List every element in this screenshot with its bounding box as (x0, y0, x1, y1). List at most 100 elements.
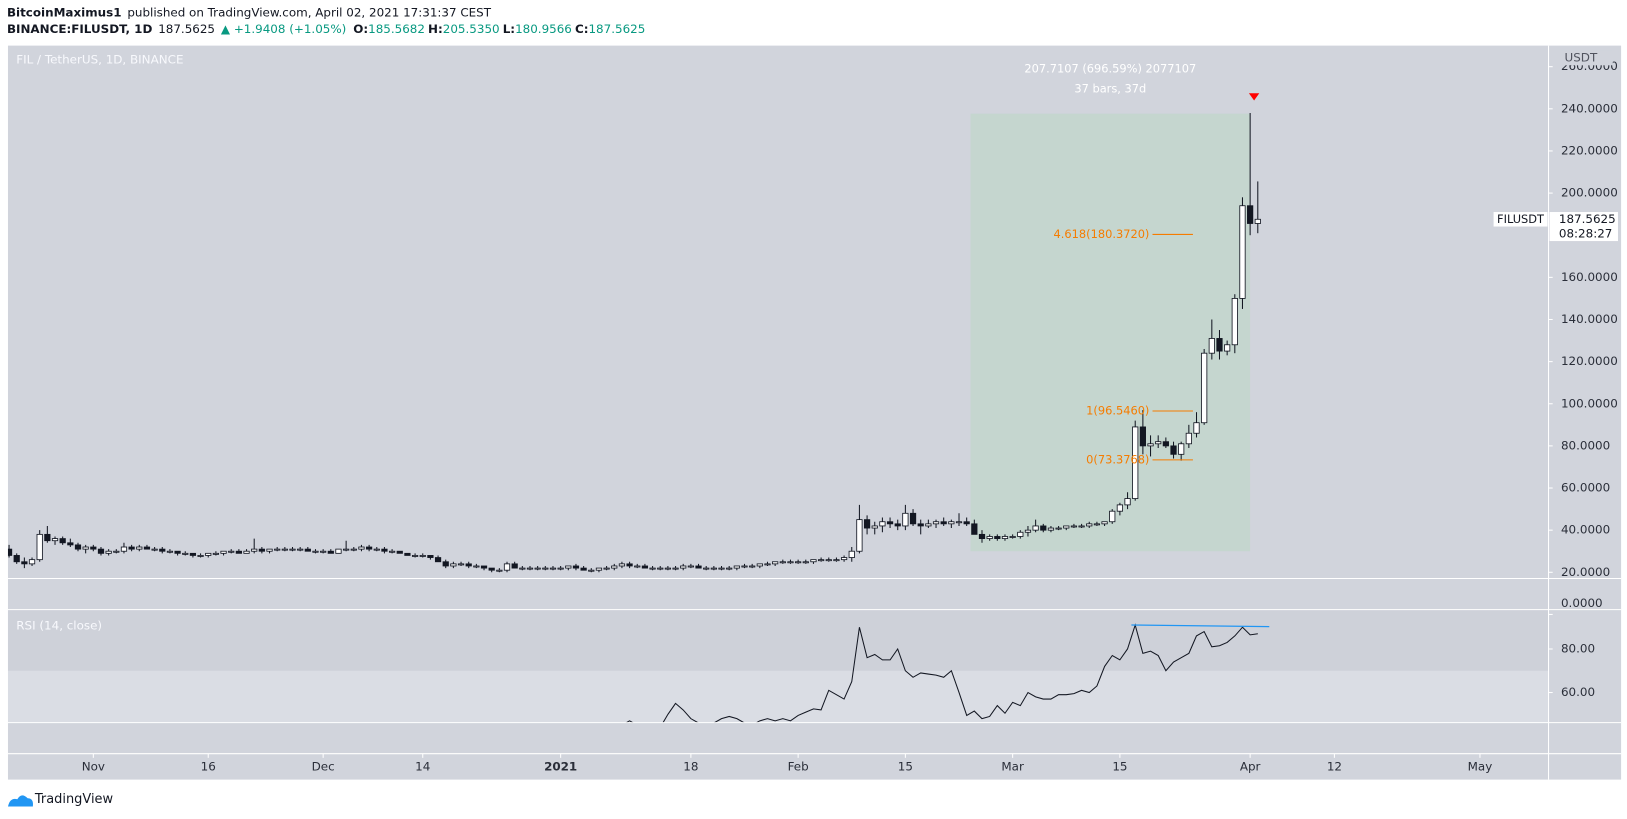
candle-body (480, 565, 488, 569)
y-tick-label: 140.0000 (1561, 312, 1618, 326)
candle-body (557, 567, 564, 570)
candle-body (565, 565, 572, 569)
candle-body (51, 538, 59, 542)
candle-body (549, 567, 557, 570)
candle-body (618, 563, 626, 567)
candle-body (649, 567, 656, 570)
candle-body (136, 546, 143, 550)
candle-body (105, 550, 112, 554)
close: 187.5625 (158, 22, 215, 36)
candle-body (289, 548, 296, 551)
candle-body (496, 569, 503, 572)
x-tick-label: 14 (415, 760, 430, 774)
candle-body (120, 546, 128, 552)
candle-body (473, 565, 480, 568)
ohlc-value: 180.9566 (515, 22, 572, 36)
candle-body (971, 523, 978, 535)
candle-body (1231, 298, 1238, 346)
fib-label: 4.618(180.3720) (1054, 227, 1150, 241)
candle-body (113, 550, 120, 553)
candle-body (802, 561, 809, 564)
candle-body (381, 548, 388, 552)
candle-body (159, 548, 166, 552)
x-tick-label: 12 (1327, 760, 1342, 774)
candle-body (36, 533, 43, 561)
x-tick-label: Nov (82, 760, 105, 774)
ohlc-value: 205.5350 (443, 22, 500, 36)
candle-body (327, 550, 334, 554)
measure-box (970, 113, 1251, 552)
fib-label: 1(96.5460) (1086, 404, 1149, 418)
candle-body (335, 548, 342, 554)
footer-logo: TradingView (7, 792, 114, 807)
candle-body (626, 563, 633, 567)
candle-body (274, 548, 281, 551)
y-tick-label: 80.0000 (1561, 438, 1610, 452)
rsi-line (625, 623, 1258, 723)
price-tag-symbol: FILUSDT (1497, 212, 1544, 226)
y-tick-label: 220.0000 (1561, 143, 1618, 157)
candle-body (13, 555, 20, 563)
candle-body (1093, 523, 1101, 526)
symbol: BINANCE:FILUSDT, 1D (7, 22, 153, 36)
y-tick-label: 160.0000 (1561, 270, 1618, 284)
candle-body (1001, 536, 1009, 540)
candle-body (1147, 443, 1154, 447)
candle-body (1078, 525, 1085, 528)
candle-body (886, 521, 894, 525)
x-tick-label: 15 (1112, 760, 1127, 774)
candle-body (205, 552, 212, 556)
candle-body (197, 555, 204, 557)
candle-body (1017, 531, 1024, 537)
candle-body (863, 519, 871, 529)
fib-label: 0(73.3768) (1086, 452, 1149, 466)
candle-body (1055, 527, 1062, 530)
candle-body (251, 548, 258, 552)
header-line-2: BINANCE:FILUSDT, 1D 187.5625 ▲ +1.9408 (… (7, 22, 645, 36)
x-tick-label: 2021 (544, 760, 577, 774)
price-tag-symbol-bg (1493, 212, 1548, 227)
candle-body (1254, 218, 1261, 224)
ohlc-value: 185.5682 (368, 22, 425, 36)
candle-body (940, 521, 947, 525)
candle-body (710, 567, 717, 570)
candle-body (388, 550, 396, 553)
candle-body (1170, 445, 1177, 455)
candle-body (358, 546, 365, 550)
candle-body (534, 567, 541, 570)
candle-body (856, 519, 863, 552)
candle-body (1116, 504, 1124, 512)
candle-body (1109, 510, 1116, 523)
candle-body (235, 550, 242, 554)
candle-body (143, 546, 151, 550)
candle-body (1040, 525, 1047, 531)
candle-body (978, 533, 986, 540)
x-tick-label: Mar (1001, 760, 1024, 774)
candle-body (756, 563, 763, 567)
candle-body (948, 521, 955, 525)
candle-body (595, 567, 603, 571)
candle-body (1178, 443, 1185, 455)
candle-body (542, 567, 549, 570)
candle-body (687, 565, 694, 568)
candle-body (1193, 422, 1200, 434)
candle-body (1208, 338, 1215, 354)
y-tick-label: 60.0000 (1561, 481, 1610, 495)
candle-body (986, 536, 993, 540)
price-tag-price: 187.5625 (1559, 212, 1616, 226)
candle-body (1101, 521, 1108, 525)
candle-body (917, 523, 924, 527)
candle-body (894, 523, 901, 527)
candle-body (404, 552, 411, 556)
x-tick-label: 15 (898, 760, 913, 774)
ohlc-key: C: (575, 22, 589, 36)
x-tick-label: May (1468, 760, 1493, 774)
candle-body (67, 542, 74, 546)
candle-body (611, 565, 618, 569)
candle-body (1009, 536, 1016, 538)
candle-body (932, 521, 940, 525)
y-tick-label: 100.0000 (1561, 396, 1618, 410)
candle-body (1201, 352, 1208, 424)
candle-body (1162, 441, 1169, 447)
